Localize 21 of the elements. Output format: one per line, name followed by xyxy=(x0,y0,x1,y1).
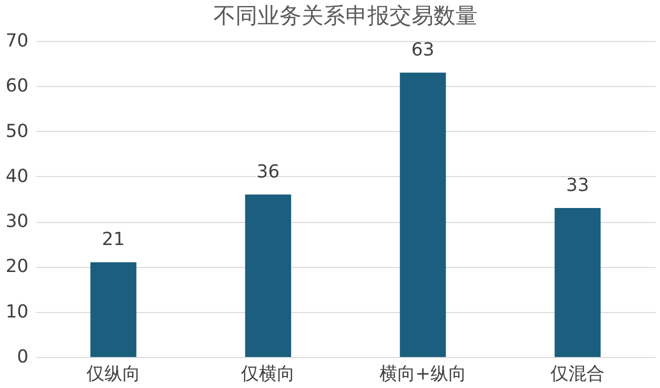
bar xyxy=(400,72,446,357)
data-label: 21 xyxy=(102,229,125,250)
x-tick-label: 仅混合 xyxy=(550,364,605,384)
y-tick-label: 20 xyxy=(6,256,28,278)
y-tick-label: 30 xyxy=(6,211,28,232)
x-tick-label: 仅纵向 xyxy=(86,364,140,384)
y-tick-label: 0 xyxy=(17,346,28,368)
chart-title: 不同业务关系申报交易数量 xyxy=(214,4,478,29)
bar xyxy=(90,262,136,357)
y-tick-label: 60 xyxy=(6,76,28,97)
data-label: 63 xyxy=(411,40,434,61)
x-tick-label: 横向+纵向 xyxy=(379,364,466,384)
y-tick-label: 40 xyxy=(6,166,28,187)
bar xyxy=(245,194,292,357)
y-tick-label: 50 xyxy=(6,120,28,142)
y-tick-label: 10 xyxy=(6,301,28,322)
y-tick-label: 70 xyxy=(6,30,28,52)
data-label: 33 xyxy=(566,175,590,196)
x-tick-label: 仅横向 xyxy=(241,364,296,384)
data-label: 36 xyxy=(256,161,280,182)
bar xyxy=(554,208,601,357)
